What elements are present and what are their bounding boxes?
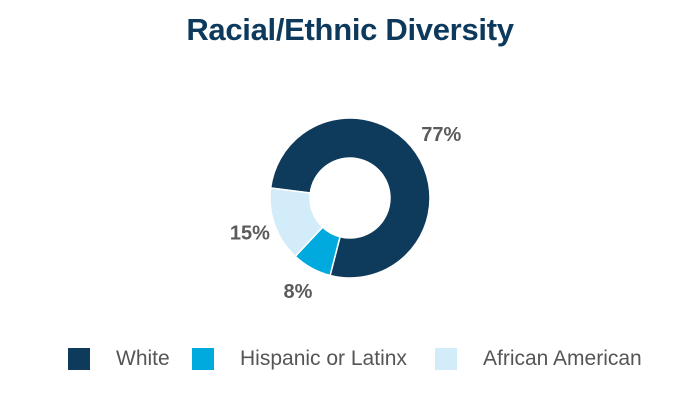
data-label-african-american: 15% [230,222,270,244]
legend: White Hispanic or Latinx African America… [0,345,700,375]
legend-label-white: White [116,347,170,370]
legend-item-african-american: African American [435,345,642,373]
slice-african-american [269,187,324,258]
data-label-hispanic-or-latinx: 8% [284,281,313,303]
legend-swatch-african-american [435,348,457,370]
legend-swatch-white [68,348,90,370]
legend-label-african-american: African American [483,347,642,370]
donut-slices [269,117,431,279]
slice-white [269,117,431,279]
legend-item-hispanic-or-latinx: Hispanic or Latinx [192,345,407,373]
legend-label-hispanic-or-latinx: Hispanic or Latinx [240,347,407,370]
chart-title: Racial/Ethnic Diversity [186,12,514,47]
legend-item-white: White [68,345,170,373]
data-label-white: 77% [421,124,461,146]
legend-swatch-hispanic-or-latinx [192,348,214,370]
donut-labels: 77% 8% 15% [230,124,462,303]
